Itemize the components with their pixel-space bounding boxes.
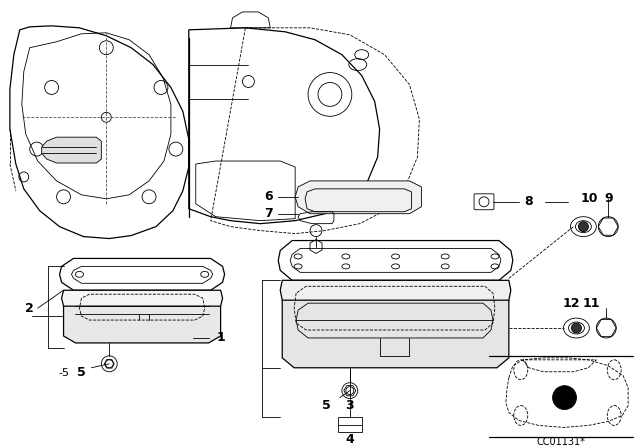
Text: 1: 1 (216, 332, 225, 345)
Polygon shape (295, 181, 421, 214)
Text: 4: 4 (346, 433, 354, 446)
Text: 8: 8 (524, 195, 533, 208)
Circle shape (552, 386, 577, 409)
Text: 3: 3 (346, 399, 354, 412)
Circle shape (579, 222, 588, 232)
Polygon shape (61, 290, 223, 314)
Text: 10: 10 (580, 192, 598, 205)
Text: 2: 2 (26, 302, 34, 314)
Text: -5: -5 (58, 368, 69, 378)
Text: 6: 6 (264, 190, 273, 203)
Text: 11: 11 (582, 297, 600, 310)
Text: 5: 5 (77, 366, 86, 379)
Text: 9: 9 (604, 192, 612, 205)
Text: 5: 5 (321, 399, 330, 412)
Text: 12: 12 (563, 297, 580, 310)
Polygon shape (282, 300, 509, 368)
Polygon shape (280, 280, 511, 310)
Text: CC01131*: CC01131* (536, 437, 585, 448)
Polygon shape (42, 137, 101, 163)
Polygon shape (63, 306, 221, 343)
Text: 7: 7 (264, 207, 273, 220)
Circle shape (572, 323, 581, 333)
